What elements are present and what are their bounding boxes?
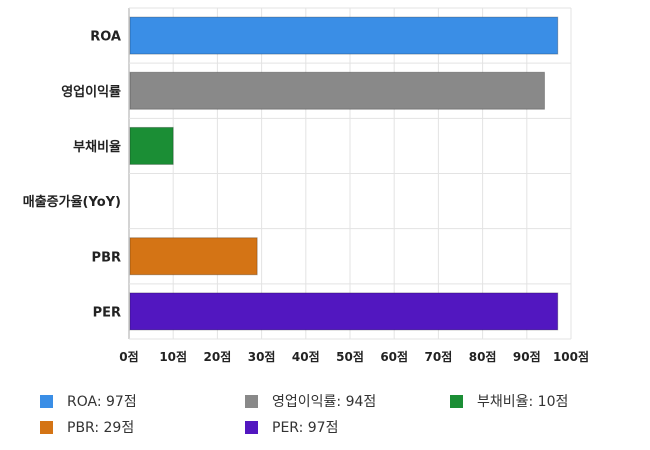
legend-swatch	[245, 420, 258, 434]
x-tick-label: 40점	[292, 349, 320, 364]
x-tick-label: 50점	[336, 349, 364, 364]
x-tick-label: 90점	[513, 349, 541, 364]
legend-label: 영업이익률: 94점	[272, 394, 377, 410]
bars	[129, 16, 559, 331]
legend-item: PER: 97점	[245, 416, 338, 438]
x-tick-label: 60점	[380, 349, 408, 364]
legend: ROA: 97점 영업이익률: 94점 부채비율: 10점 PBR: 29점 PER: …	[0, 388, 650, 448]
legend-swatch	[40, 420, 53, 434]
bar	[129, 71, 545, 110]
category-label: 영업이익률	[61, 84, 121, 100]
legend-label: PBR: 29점	[67, 420, 135, 436]
category-label: 부채비율	[73, 139, 121, 155]
x-tick-label: 10점	[159, 349, 187, 364]
bar	[129, 16, 559, 55]
x-tick-label: 70점	[425, 349, 453, 364]
x-tick-label: 20점	[204, 349, 232, 364]
x-tick-label: 30점	[248, 349, 276, 364]
x-tick-label: 80점	[469, 349, 497, 364]
legend-label: ROA: 97점	[67, 394, 137, 410]
bar	[129, 292, 559, 331]
grid-lines	[128, 7, 572, 340]
x-tick-label: 100점	[553, 349, 589, 364]
legend-label: 부채비율: 10점	[477, 394, 569, 410]
category-label: 매출증가율(YoY)	[23, 194, 121, 210]
category-label: PER	[93, 305, 121, 320]
x-tick-label: 0점	[119, 349, 138, 364]
legend-swatch	[450, 394, 463, 408]
legend-item: PBR: 29점	[40, 416, 134, 438]
category-label: PBR	[92, 250, 121, 265]
category-label: ROA	[90, 30, 121, 45]
legend-item: 부채비율: 10점	[450, 390, 568, 412]
legend-swatch	[245, 394, 258, 408]
legend-swatch	[40, 394, 53, 408]
bar	[129, 237, 258, 276]
legend-label: PER: 97점	[272, 420, 339, 436]
bar	[129, 126, 174, 165]
legend-item: 영업이익률: 94점	[245, 390, 376, 412]
legend-item: ROA: 97점	[40, 390, 137, 412]
x-axis-ticks: 0점 10점 20점 30점 40점 50점 60점 70점 80점 90점 100점	[119, 349, 589, 364]
